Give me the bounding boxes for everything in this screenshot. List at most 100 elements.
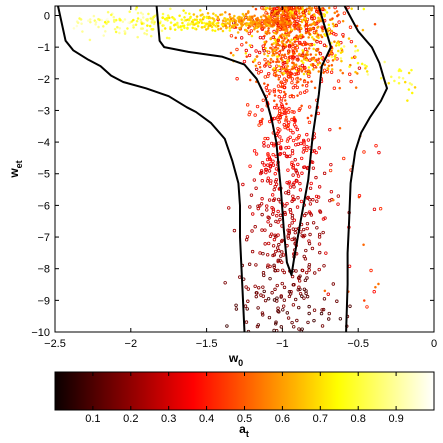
scatter-point [212, 23, 215, 27]
scatter-point [288, 55, 292, 59]
scatter-point [336, 202, 340, 206]
scatter-point [262, 141, 266, 145]
scatter-point [297, 275, 301, 280]
scatter-point [311, 68, 315, 71]
scatter-point [322, 171, 327, 176]
scatter-point [290, 216, 295, 220]
scatter-point [317, 146, 322, 150]
scatter-point [281, 253, 286, 257]
scatter-point [228, 13, 231, 16]
scatter-point [286, 72, 289, 76]
scatter-point [277, 74, 281, 79]
scatter-point [248, 44, 252, 47]
scatter-point [262, 49, 266, 53]
scatter-point [298, 291, 303, 296]
scatter-point [180, 18, 184, 21]
scatter-point [307, 105, 312, 109]
scatter-point [276, 268, 280, 273]
scatter-point [278, 89, 283, 94]
scatter-point [289, 12, 293, 15]
scatter-point [302, 146, 306, 151]
scatter-point [254, 64, 258, 68]
scatter-point [233, 14, 236, 18]
scatter-point [227, 206, 231, 210]
scatter-point [312, 38, 316, 41]
scatter-point [112, 15, 116, 19]
scatter-point [141, 16, 145, 19]
scatter-point [282, 17, 286, 21]
scatter-point [260, 6, 264, 10]
scatter-point [145, 18, 148, 21]
scatter-point [267, 27, 270, 30]
scatter-point [186, 27, 189, 30]
scatter-point [141, 12, 145, 16]
scatter-point [270, 18, 274, 22]
scatter-point [296, 288, 300, 292]
scatter-point [268, 276, 272, 281]
scatter-point [272, 263, 276, 268]
scatter-point [274, 41, 278, 44]
y-tick-label: −8 [37, 264, 50, 276]
y-tick-label: 0 [44, 10, 50, 22]
scatter-point [158, 21, 162, 25]
scatter-point [266, 54, 270, 58]
scatter-point [307, 36, 310, 39]
scatter-point [152, 19, 155, 23]
scatter-point [296, 71, 300, 76]
scatter-point [342, 156, 346, 161]
scatter-point [325, 70, 329, 74]
scatter-point [275, 55, 279, 58]
scatter-point [305, 294, 310, 299]
scatter-point [256, 206, 260, 211]
scatter-point [320, 308, 324, 312]
scatter-point [383, 60, 386, 64]
scatter-point [247, 53, 252, 58]
scatter-point [308, 198, 312, 202]
scatter-point [291, 138, 296, 143]
scatter-point [291, 227, 295, 231]
scatter-point [281, 11, 285, 15]
scatter-point [273, 184, 277, 189]
scatter-point [256, 71, 261, 75]
scatter-point [326, 67, 330, 70]
scatter-point [252, 178, 257, 182]
scatter-point [245, 55, 249, 58]
scatter-point [299, 78, 302, 81]
scatter-point [316, 47, 320, 51]
scatter-point [292, 325, 296, 329]
scatter-point [235, 77, 239, 81]
scatter-point [295, 127, 300, 132]
scatter-point [169, 21, 173, 24]
scatter-point [279, 99, 283, 103]
scatter-point [211, 16, 214, 20]
scatter-point [116, 25, 119, 29]
scatter-point [282, 270, 287, 275]
scatter-point [280, 53, 284, 57]
scatter-point [301, 61, 305, 65]
scatter-point [181, 21, 184, 25]
scatter-point [298, 12, 301, 15]
scatter-point [334, 23, 338, 28]
scatter-point [294, 178, 299, 183]
scatter-point [285, 40, 288, 44]
scatter-point [263, 43, 267, 46]
scatter-point [281, 59, 284, 62]
scatter-point [195, 15, 199, 18]
scatter-point [257, 25, 260, 29]
scatter-point [221, 19, 225, 23]
scatter-point [267, 24, 271, 27]
scatter-point [337, 13, 340, 17]
scatter-point [161, 12, 165, 16]
scatter-point [127, 21, 130, 25]
scatter-point [293, 20, 297, 24]
scatter-point [290, 320, 294, 325]
scatter-point [261, 294, 266, 298]
scatter-point [221, 29, 225, 33]
y-tick-label: −6 [37, 200, 50, 212]
scatter-point [228, 26, 232, 30]
scatter-point [298, 287, 302, 291]
scatter-point [304, 211, 308, 216]
scatter-point [275, 214, 279, 218]
y-tick-label: −5 [37, 169, 50, 181]
scatter-point [287, 294, 292, 299]
